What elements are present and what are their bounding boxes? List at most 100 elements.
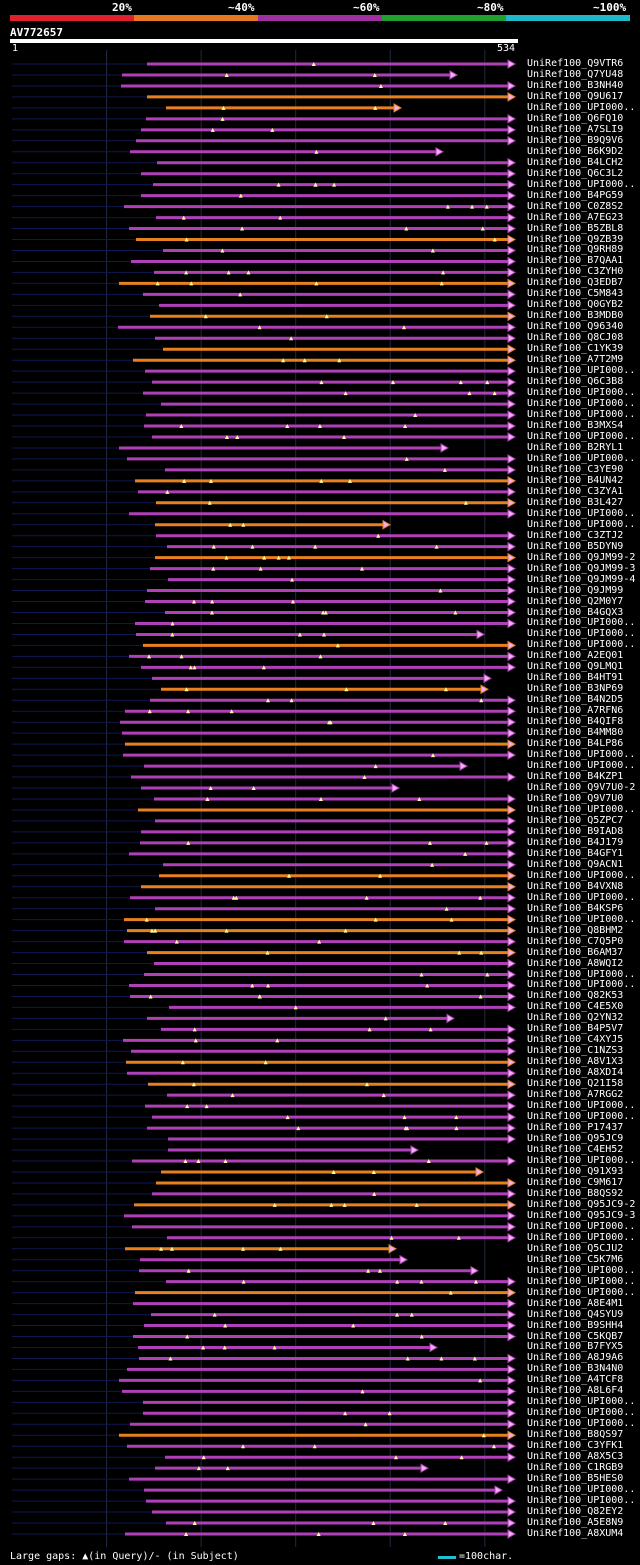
- hit-label[interactable]: UniRef100_UPI000..: [527, 979, 636, 991]
- hit-label[interactable]: UniRef100_Q9JM99: [527, 584, 624, 596]
- hit-label[interactable]: UniRef100_Q9LMQ1: [527, 661, 624, 673]
- hit-label[interactable]: UniRef100_Q9V7U0: [527, 792, 624, 804]
- hit-label[interactable]: UniRef100_C7Q5P0: [527, 935, 624, 947]
- hit-label[interactable]: UniRef100_B8QS92: [527, 1187, 624, 1199]
- hit-label[interactable]: UniRef100_UPI000..: [527, 409, 636, 421]
- hit-label[interactable]: UniRef100_UPI000..: [527, 1407, 636, 1419]
- hit-label[interactable]: UniRef100_Q6C3L2: [527, 167, 624, 179]
- hit-label[interactable]: UniRef100_UPI000..: [527, 430, 636, 442]
- hit-label[interactable]: UniRef100_C3ZYA1: [527, 485, 624, 497]
- hit-label[interactable]: UniRef100_Q95JC9-3: [527, 1209, 636, 1221]
- hit-label[interactable]: UniRef100_B3N4N0: [527, 1363, 624, 1375]
- hit-label[interactable]: UniRef100_UPI000..: [527, 1220, 636, 1232]
- hit-label[interactable]: UniRef100_UPI000..: [527, 617, 636, 629]
- hit-label[interactable]: UniRef100_A8X5C3: [527, 1451, 624, 1463]
- hit-label[interactable]: UniRef100_UPI000..: [527, 1484, 636, 1496]
- hit-label[interactable]: UniRef100_UPI000..: [527, 387, 636, 399]
- hit-label[interactable]: UniRef100_UPI000..: [527, 639, 636, 651]
- hit-label[interactable]: UniRef100_C1RGB9: [527, 1462, 624, 1474]
- hit-label[interactable]: UniRef100_B3MDB0: [527, 310, 624, 322]
- hit-label[interactable]: UniRef100_UPI000..: [527, 913, 636, 925]
- hit-label[interactable]: UniRef100_C4E5X0: [527, 1001, 624, 1013]
- hit-label[interactable]: UniRef100_UPI000..: [527, 1231, 636, 1243]
- hit-label[interactable]: UniRef100_C9M617: [527, 1176, 624, 1188]
- hit-label[interactable]: UniRef100_C3ZTJ2: [527, 529, 624, 541]
- hit-label[interactable]: UniRef100_A8J9A6: [527, 1352, 624, 1364]
- hit-label[interactable]: UniRef100_Q9JM99-3: [527, 562, 636, 574]
- hit-label[interactable]: UniRef100_UPI000..: [527, 891, 636, 903]
- hit-label[interactable]: UniRef100_Q82EY2: [527, 1506, 624, 1518]
- hit-label[interactable]: UniRef100_B4N2D5: [527, 694, 624, 706]
- hit-label[interactable]: UniRef100_B4GFY1: [527, 847, 624, 859]
- hit-label[interactable]: UniRef100_B5HES0: [527, 1473, 624, 1485]
- hit-label[interactable]: UniRef100_B3NP69: [527, 683, 624, 695]
- hit-label[interactable]: UniRef100_Q95JC9: [527, 1133, 624, 1145]
- hit-label[interactable]: UniRef100_B4UN42: [527, 474, 624, 486]
- hit-label[interactable]: UniRef100_A7RFN6: [527, 705, 624, 717]
- hit-label[interactable]: UniRef100_C4XYJ5: [527, 1034, 624, 1046]
- hit-label[interactable]: UniRef100_Q9JM99-2: [527, 551, 636, 563]
- hit-label[interactable]: UniRef100_Q7YU48: [527, 68, 624, 80]
- hit-label[interactable]: UniRef100_Q21I58: [527, 1078, 624, 1090]
- hit-label[interactable]: UniRef100_B5ZBL8: [527, 222, 624, 234]
- hit-label[interactable]: UniRef100_Q9U617: [527, 90, 624, 102]
- hit-label[interactable]: UniRef100_B4GQX3: [527, 606, 624, 618]
- hit-label[interactable]: UniRef100_A8E4M1: [527, 1297, 624, 1309]
- hit-label[interactable]: UniRef100_A5E8N9: [527, 1517, 624, 1528]
- hit-label[interactable]: UniRef100_B4P5V7: [527, 1023, 624, 1035]
- hit-label[interactable]: UniRef100_B4PG59: [527, 189, 624, 201]
- hit-label[interactable]: UniRef100_C5K7M6: [527, 1253, 624, 1265]
- hit-label[interactable]: UniRef100_UPI000..: [527, 803, 636, 815]
- hit-label[interactable]: UniRef100_UPI000..: [527, 365, 636, 377]
- hit-label[interactable]: UniRef100_A8V1X3: [527, 1056, 624, 1068]
- hit-label[interactable]: UniRef100_A8WQI2: [527, 957, 624, 969]
- hit-label[interactable]: UniRef100_Q5ZPC7: [527, 814, 624, 826]
- hit-label[interactable]: UniRef100_UPI000..: [527, 869, 636, 881]
- hit-label[interactable]: UniRef100_B3NH40: [527, 79, 624, 91]
- hit-label[interactable]: UniRef100_C1NZS3: [527, 1045, 624, 1057]
- hit-label[interactable]: UniRef100_B3MXS4: [527, 420, 624, 431]
- hit-label[interactable]: UniRef100_A7T2M9: [527, 354, 624, 366]
- hit-label[interactable]: UniRef100_Q9VTR6: [527, 58, 624, 69]
- hit-label[interactable]: UniRef100_Q9RH89: [527, 244, 624, 256]
- hit-label[interactable]: UniRef100_Q91X93: [527, 1165, 624, 1177]
- hit-label[interactable]: UniRef100_A7RGG2: [527, 1089, 624, 1101]
- hit-label[interactable]: UniRef100_Q96340: [527, 321, 624, 333]
- hit-label[interactable]: UniRef100_UPI000..: [527, 178, 636, 190]
- hit-label[interactable]: UniRef100_UPI000..: [527, 1418, 636, 1430]
- hit-label[interactable]: UniRef100_Q9JM99-4: [527, 573, 636, 585]
- hit-label[interactable]: UniRef100_UPI000..: [527, 1264, 636, 1276]
- hit-label[interactable]: UniRef100_UPI000..: [527, 628, 636, 640]
- hit-label[interactable]: UniRef100_Q95JC9-2: [527, 1198, 636, 1210]
- hit-label[interactable]: UniRef100_C5M843: [527, 288, 624, 300]
- hit-label[interactable]: UniRef100_A8L6F4: [527, 1385, 624, 1397]
- hit-label[interactable]: UniRef100_B9SHH4: [527, 1319, 624, 1331]
- hit-label[interactable]: UniRef100_UPI000..: [527, 1275, 636, 1287]
- hit-label[interactable]: UniRef100_UPI000..: [527, 749, 636, 761]
- hit-label[interactable]: UniRef100_B4LP86: [527, 738, 624, 750]
- hit-label[interactable]: UniRef100_Q9V7U0-2: [527, 782, 636, 794]
- hit-label[interactable]: UniRef100_Q8BHM2: [527, 924, 624, 936]
- hit-label[interactable]: UniRef100_C3YE90: [527, 463, 624, 475]
- hit-label[interactable]: UniRef100_B7QAA1: [527, 255, 624, 267]
- hit-label[interactable]: UniRef100_Q6C3B8: [527, 376, 624, 388]
- hit-label[interactable]: UniRef100_Q2YN32: [527, 1012, 624, 1024]
- hit-label[interactable]: UniRef100_Q82K53: [527, 990, 624, 1002]
- hit-label[interactable]: UniRef100_B4LCH2: [527, 156, 624, 168]
- hit-label[interactable]: UniRef100_UPI000..: [527, 101, 636, 113]
- hit-label[interactable]: UniRef100_C0Z8S2: [527, 200, 624, 212]
- hit-label[interactable]: UniRef100_UPI000..: [527, 1155, 636, 1166]
- hit-label[interactable]: UniRef100_UPI000..: [527, 1100, 636, 1112]
- hit-label[interactable]: UniRef100_Q0GYB2: [527, 299, 624, 311]
- hit-label[interactable]: UniRef100_Q3EDB7: [527, 277, 624, 289]
- hit-label[interactable]: UniRef100_B9Q9V6: [527, 134, 624, 146]
- hit-label[interactable]: UniRef100_B6K9D2: [527, 145, 624, 157]
- hit-label[interactable]: UniRef100_B4HT91: [527, 672, 624, 684]
- hit-label[interactable]: UniRef100_B4KZP1: [527, 771, 624, 783]
- hit-label[interactable]: UniRef100_C3ZYH0: [527, 266, 624, 278]
- hit-label[interactable]: UniRef100_UPI000..: [527, 760, 636, 772]
- hit-label[interactable]: UniRef100_P17437: [527, 1122, 624, 1134]
- hit-label[interactable]: UniRef100_B8QS97: [527, 1429, 624, 1441]
- hit-label[interactable]: UniRef100_Q9ACN1: [527, 858, 624, 870]
- hit-label[interactable]: UniRef100_Q4SYU9: [527, 1308, 624, 1320]
